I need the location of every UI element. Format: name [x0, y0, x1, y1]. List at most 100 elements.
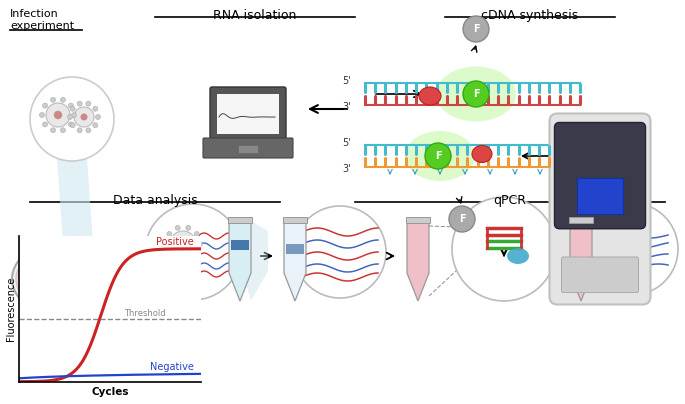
- Circle shape: [68, 122, 73, 127]
- Polygon shape: [229, 221, 268, 301]
- Circle shape: [88, 270, 105, 286]
- Circle shape: [68, 277, 84, 294]
- Text: F: F: [473, 24, 480, 34]
- Circle shape: [94, 281, 110, 296]
- Circle shape: [294, 206, 386, 298]
- Circle shape: [88, 275, 106, 292]
- Circle shape: [108, 295, 124, 311]
- Ellipse shape: [472, 145, 492, 162]
- Circle shape: [110, 285, 125, 300]
- Circle shape: [51, 128, 55, 133]
- Circle shape: [42, 122, 47, 127]
- Circle shape: [197, 242, 203, 246]
- Circle shape: [107, 286, 121, 301]
- Circle shape: [74, 107, 94, 127]
- Circle shape: [195, 231, 199, 236]
- Circle shape: [77, 101, 82, 106]
- Circle shape: [34, 258, 48, 272]
- Text: F: F: [473, 89, 480, 99]
- Ellipse shape: [507, 248, 529, 264]
- Text: F: F: [459, 214, 465, 224]
- Circle shape: [195, 252, 199, 257]
- Text: Positive: Positive: [156, 238, 194, 247]
- Circle shape: [84, 278, 99, 293]
- Circle shape: [51, 274, 65, 288]
- Bar: [217, 94, 279, 134]
- Ellipse shape: [419, 87, 441, 105]
- Text: 3': 3': [342, 102, 351, 112]
- Ellipse shape: [405, 131, 475, 181]
- Circle shape: [90, 248, 105, 263]
- Text: 3': 3': [342, 164, 351, 174]
- Circle shape: [175, 225, 180, 230]
- Circle shape: [77, 128, 82, 133]
- Circle shape: [463, 81, 489, 107]
- FancyBboxPatch shape: [203, 138, 293, 158]
- Circle shape: [106, 290, 121, 305]
- Text: F: F: [435, 151, 441, 161]
- Bar: [228, 217, 252, 223]
- Text: Infection
experiment: Infection experiment: [10, 9, 74, 32]
- Polygon shape: [284, 221, 306, 301]
- Circle shape: [42, 103, 47, 108]
- Bar: [283, 217, 307, 223]
- Circle shape: [586, 203, 678, 295]
- Text: 5': 5': [342, 138, 351, 148]
- Text: cDNA synthesis: cDNA synthesis: [482, 9, 579, 22]
- Circle shape: [179, 240, 188, 248]
- Text: 5': 5': [342, 76, 351, 86]
- Circle shape: [93, 123, 98, 128]
- Circle shape: [452, 197, 556, 301]
- Text: RNA isolation: RNA isolation: [213, 9, 297, 22]
- Bar: [406, 217, 430, 223]
- Polygon shape: [407, 221, 429, 301]
- Bar: [231, 240, 249, 250]
- Circle shape: [95, 114, 101, 120]
- Circle shape: [92, 263, 108, 278]
- Ellipse shape: [12, 237, 144, 321]
- X-axis label: Cycles: Cycles: [91, 387, 129, 398]
- Text: Data analysis: Data analysis: [112, 194, 197, 207]
- Circle shape: [70, 123, 75, 128]
- Polygon shape: [57, 159, 93, 243]
- Circle shape: [164, 242, 169, 246]
- Circle shape: [70, 106, 75, 111]
- Circle shape: [70, 262, 86, 278]
- Circle shape: [42, 260, 57, 274]
- Circle shape: [145, 204, 241, 300]
- Polygon shape: [229, 221, 251, 301]
- Circle shape: [54, 111, 62, 119]
- Circle shape: [64, 298, 77, 310]
- Bar: [238, 145, 258, 153]
- Circle shape: [425, 143, 451, 169]
- Circle shape: [30, 77, 114, 161]
- Circle shape: [86, 128, 91, 133]
- Ellipse shape: [16, 241, 140, 317]
- Circle shape: [186, 225, 190, 230]
- Circle shape: [463, 16, 489, 42]
- Circle shape: [60, 128, 66, 133]
- Circle shape: [86, 101, 91, 106]
- Circle shape: [46, 103, 70, 127]
- Circle shape: [64, 265, 79, 280]
- Circle shape: [81, 114, 88, 120]
- Circle shape: [55, 268, 68, 281]
- FancyBboxPatch shape: [549, 114, 651, 305]
- Circle shape: [51, 97, 55, 102]
- Circle shape: [166, 231, 172, 236]
- Circle shape: [68, 103, 73, 108]
- Circle shape: [40, 112, 45, 118]
- Circle shape: [71, 294, 85, 307]
- Circle shape: [175, 258, 180, 263]
- Circle shape: [449, 206, 475, 232]
- Text: Negative: Negative: [150, 362, 194, 372]
- Circle shape: [186, 258, 190, 263]
- FancyBboxPatch shape: [210, 87, 286, 141]
- Bar: [286, 244, 304, 254]
- Text: qPCR: qPCR: [493, 194, 527, 207]
- Ellipse shape: [436, 67, 516, 122]
- Circle shape: [71, 112, 77, 118]
- Circle shape: [68, 114, 73, 120]
- Circle shape: [60, 97, 66, 102]
- Polygon shape: [570, 221, 592, 301]
